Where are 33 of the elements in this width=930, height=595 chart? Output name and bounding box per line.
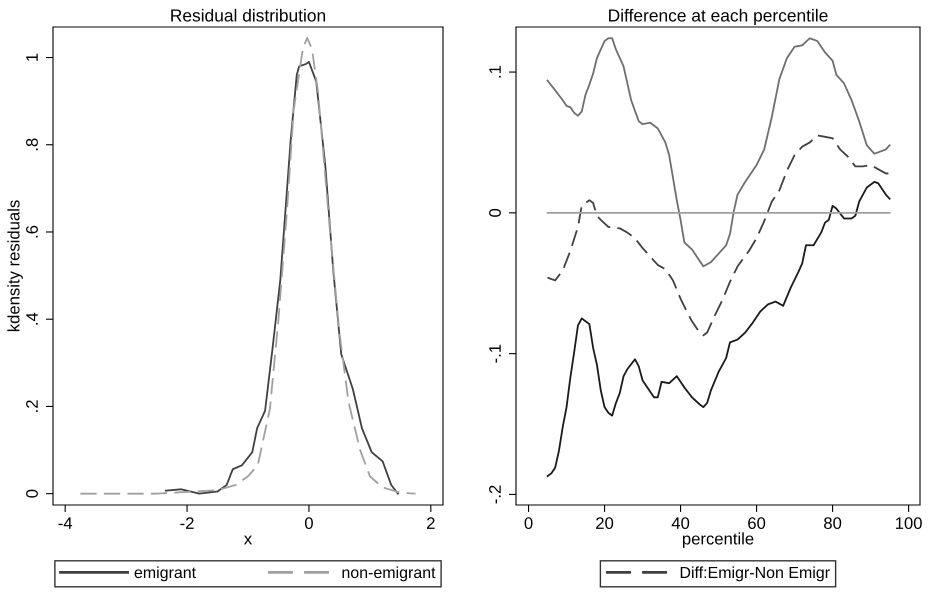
- y-tick-label: -.2: [489, 486, 501, 504]
- y-tick-label: .1: [489, 66, 501, 78]
- x-tick-label: 20: [596, 517, 614, 530]
- x-tick-label: -2: [180, 517, 194, 529]
- y-tick-label: -.1: [489, 344, 501, 363]
- line-series: [546, 37, 890, 268]
- y-tick-label: .8: [26, 138, 38, 150]
- y-tick-label: .6: [26, 226, 38, 238]
- chart-title: Difference at each percentile: [609, 8, 828, 26]
- x-axis-title: x: [244, 536, 252, 544]
- y-tick-label: 1: [26, 54, 38, 61]
- x-tick-label: 40: [672, 517, 690, 530]
- chart-title: Residual distribution: [171, 8, 326, 22]
- x-tick-label: 2: [427, 517, 435, 529]
- line-series: [546, 180, 890, 478]
- x-tick-label: 0: [304, 517, 313, 530]
- x-tick-label: 100: [896, 517, 922, 530]
- line-series: [164, 60, 399, 495]
- y-tick-label: 0: [489, 208, 501, 217]
- y-tick-label: 0: [26, 490, 38, 498]
- legend-label: emigrant: [134, 566, 196, 582]
- x-tick-label: -4: [58, 517, 72, 529]
- y-tick-label: .2: [26, 400, 38, 412]
- legend-label: Diff:Emigr-Non Emigr: [680, 566, 830, 582]
- y-tick-label: .4: [26, 312, 38, 325]
- x-tick-label: 60: [748, 517, 766, 530]
- x-tick-label: 0: [524, 517, 533, 530]
- legend-label: non-emigrant: [342, 566, 436, 582]
- x-axis-title: percentile: [682, 532, 754, 548]
- y-axis-title: kdensity residuals: [7, 200, 23, 332]
- line-series: [80, 37, 416, 495]
- line-series: [546, 134, 890, 336]
- x-tick-label: 80: [824, 517, 842, 530]
